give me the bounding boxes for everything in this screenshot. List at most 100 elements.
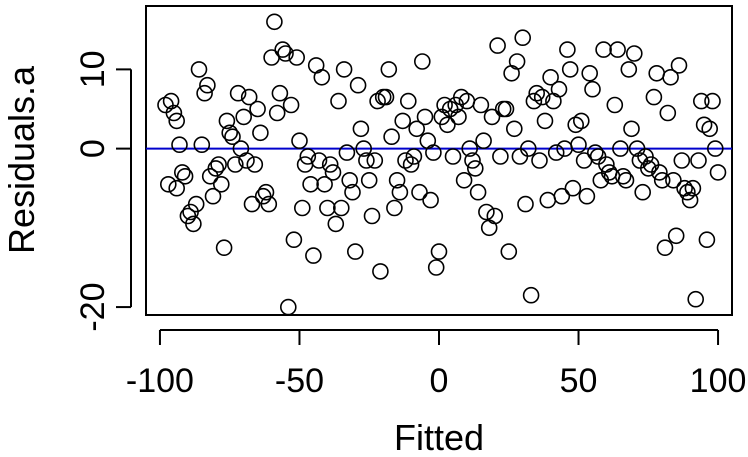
data-point (193, 136, 211, 153)
data-point (547, 144, 565, 161)
data-point (542, 69, 559, 86)
data-point (185, 215, 202, 233)
data-point (690, 152, 707, 169)
data-point (215, 239, 233, 256)
data-point (450, 108, 467, 126)
data-point (497, 100, 515, 118)
data-point (416, 108, 434, 126)
data-point (648, 65, 666, 82)
data-point (296, 156, 314, 173)
data-point (204, 187, 222, 205)
data-point (662, 69, 679, 86)
data-point (667, 227, 685, 245)
data-point (503, 65, 520, 82)
data-point (249, 100, 266, 118)
data-point (486, 207, 504, 225)
data-point (625, 45, 643, 62)
data-point (570, 136, 587, 153)
data-point (617, 172, 635, 189)
data-point (321, 156, 339, 173)
data-point (472, 96, 490, 114)
data-point (427, 259, 445, 276)
data-point (687, 290, 705, 308)
data-point (659, 104, 677, 122)
data-point (187, 195, 205, 213)
data-point (397, 152, 414, 169)
data-point (383, 128, 400, 145)
x-tick-label: 0 (430, 362, 449, 400)
data-point (224, 128, 241, 145)
data-point (586, 144, 604, 161)
data-point (360, 172, 378, 189)
data-point (673, 152, 691, 169)
data-point (282, 96, 300, 114)
data-point (575, 152, 593, 169)
y-axis-label: Residuals.a (1, 65, 42, 254)
data-point (612, 140, 629, 157)
data-point (550, 80, 568, 98)
data-point (399, 92, 417, 110)
data-point (422, 191, 439, 209)
data-point (455, 172, 473, 189)
data-point (475, 132, 492, 149)
data-point (310, 152, 328, 169)
data-point (402, 156, 420, 173)
data-point (243, 195, 261, 213)
data-point (263, 49, 280, 66)
data-point (227, 156, 244, 173)
data-point (162, 92, 180, 110)
data-point (299, 148, 317, 165)
data-point (589, 148, 607, 165)
data-point (561, 61, 579, 78)
data-point (285, 231, 303, 248)
data-point (366, 152, 384, 169)
data-point (480, 219, 498, 237)
data-point (665, 172, 682, 189)
data-point (439, 116, 456, 134)
data-point (293, 199, 311, 217)
data-point (533, 88, 551, 106)
data-point (634, 183, 652, 201)
data-point (332, 199, 350, 217)
data-point (425, 144, 442, 161)
data-point (606, 96, 624, 114)
data-point (260, 195, 278, 213)
data-point (229, 84, 247, 102)
data-point (338, 144, 356, 161)
data-point (190, 61, 208, 78)
data-point (452, 88, 470, 106)
data-point (386, 199, 403, 217)
data-point (279, 298, 297, 316)
scatter-points (157, 13, 727, 316)
data-point (536, 112, 554, 130)
x-tick-label: 50 (560, 362, 598, 400)
data-point (539, 191, 557, 209)
data-point (291, 132, 308, 149)
data-point (319, 199, 336, 217)
data-point (363, 207, 381, 225)
data-point (268, 104, 286, 122)
data-point (196, 84, 213, 102)
y-axis: -20 0 10 (74, 50, 132, 332)
data-point (508, 53, 526, 70)
data-point (517, 195, 534, 213)
data-point (213, 176, 230, 193)
data-point (578, 187, 596, 205)
data-point (706, 140, 724, 157)
data-point (684, 179, 702, 197)
data-point (207, 160, 225, 177)
data-point (656, 239, 674, 256)
data-point (623, 120, 640, 138)
data-point (405, 148, 423, 165)
data-point (436, 96, 453, 114)
data-point (388, 172, 406, 189)
data-point (483, 108, 501, 126)
data-point (352, 120, 370, 138)
x-tick-label: -100 (126, 362, 194, 400)
data-point (567, 116, 585, 134)
y-tick-label: -20 (74, 283, 112, 332)
x-axis: -100 -50 0 50 100 (126, 329, 746, 400)
data-point (701, 120, 719, 138)
data-point (344, 183, 361, 201)
data-point (199, 76, 216, 94)
